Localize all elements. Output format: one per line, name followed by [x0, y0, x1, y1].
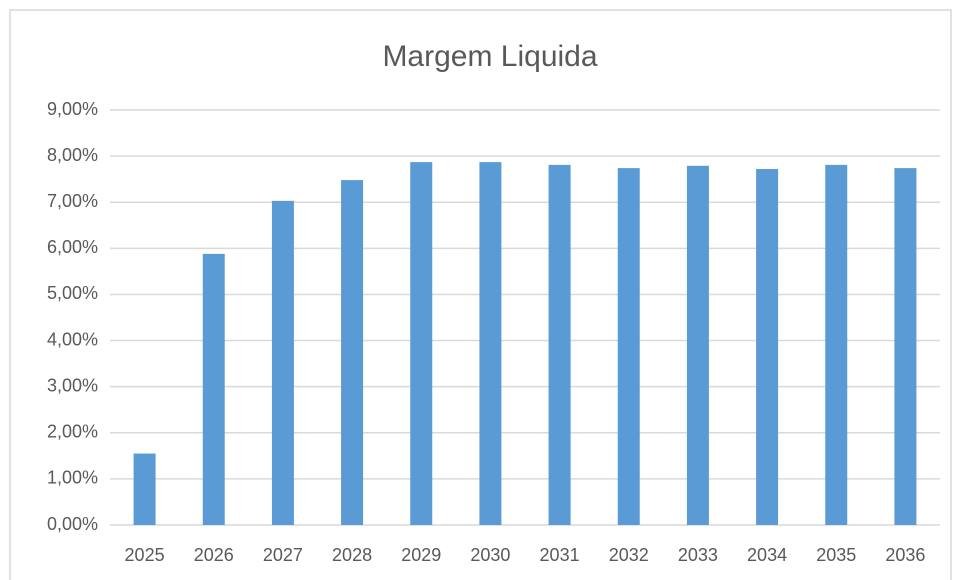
x-tick-label: 2034 [747, 545, 787, 565]
y-tick-label: 8,00% [47, 145, 98, 165]
bar [756, 169, 779, 525]
x-tick-label: 2032 [609, 545, 649, 565]
x-tick-label: 2025 [125, 545, 165, 565]
bar [617, 168, 640, 525]
bar [341, 180, 364, 526]
y-tick-label: 2,00% [47, 422, 98, 442]
bar [894, 168, 917, 525]
bar [548, 164, 571, 525]
y-tick-label: 3,00% [47, 375, 98, 395]
bar [410, 162, 433, 525]
bar [133, 453, 156, 525]
x-tick-label: 2030 [470, 545, 510, 565]
y-tick-label: 1,00% [47, 468, 98, 488]
x-tick-label: 2028 [332, 545, 372, 565]
x-tick-label: 2036 [885, 545, 925, 565]
x-tick-label: 2031 [540, 545, 580, 565]
bar [686, 165, 709, 526]
bar [202, 253, 225, 525]
y-tick-label: 6,00% [47, 237, 98, 257]
chart-title: Margem Liquida [382, 40, 597, 73]
y-tick-label: 7,00% [47, 191, 98, 211]
x-tick-label: 2029 [401, 545, 441, 565]
x-tick-label: 2035 [816, 545, 856, 565]
x-tick-label: 2027 [263, 545, 303, 565]
y-tick-label: 4,00% [47, 329, 98, 349]
y-tick-label: 0,00% [47, 514, 98, 534]
y-tick-label: 5,00% [47, 283, 98, 303]
bar [825, 164, 848, 525]
x-tick-label: 2026 [194, 545, 234, 565]
bar [271, 200, 294, 526]
bar [479, 162, 502, 525]
y-tick-label: 9,00% [47, 99, 98, 119]
x-tick-label: 2033 [678, 545, 718, 565]
